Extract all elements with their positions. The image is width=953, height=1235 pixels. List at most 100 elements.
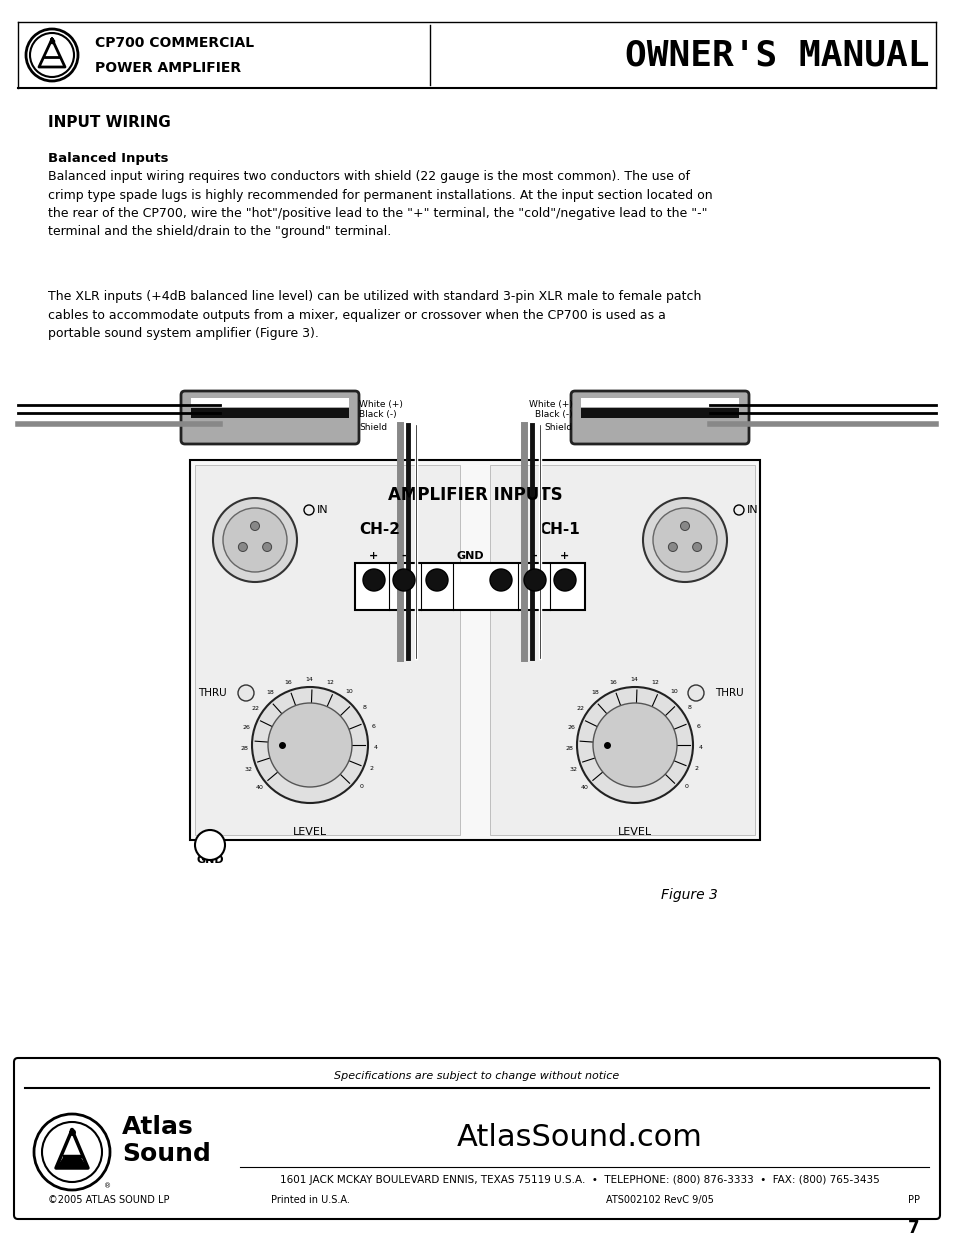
Polygon shape xyxy=(56,1156,88,1168)
Circle shape xyxy=(554,569,576,592)
Text: 10: 10 xyxy=(345,689,353,694)
Text: 28: 28 xyxy=(564,746,573,751)
Text: PP: PP xyxy=(907,1195,919,1205)
Text: 12: 12 xyxy=(326,679,334,684)
Circle shape xyxy=(251,521,259,531)
Text: 0: 0 xyxy=(683,784,687,789)
Text: GND: GND xyxy=(196,855,224,864)
Circle shape xyxy=(26,28,78,82)
Circle shape xyxy=(213,498,296,582)
Text: 8: 8 xyxy=(686,705,690,710)
Text: 12: 12 xyxy=(651,679,659,684)
Bar xyxy=(194,466,459,835)
Text: 6: 6 xyxy=(696,724,700,729)
Text: IN: IN xyxy=(316,505,328,515)
Bar xyxy=(580,408,739,417)
FancyBboxPatch shape xyxy=(14,1058,939,1219)
Circle shape xyxy=(687,685,703,701)
Circle shape xyxy=(223,508,287,572)
Text: 16: 16 xyxy=(609,680,617,685)
Circle shape xyxy=(262,542,272,552)
Text: 16: 16 xyxy=(284,680,292,685)
Circle shape xyxy=(490,569,512,592)
Text: 18: 18 xyxy=(266,690,274,695)
Bar xyxy=(191,398,349,408)
Circle shape xyxy=(194,830,225,860)
Text: Sound: Sound xyxy=(122,1142,211,1166)
Text: ATS002102 RevC 9/05: ATS002102 RevC 9/05 xyxy=(605,1195,713,1205)
Circle shape xyxy=(237,685,253,701)
Text: CH-1: CH-1 xyxy=(539,522,579,537)
Circle shape xyxy=(252,687,368,803)
Bar xyxy=(392,459,547,530)
Text: INPUT WIRING: INPUT WIRING xyxy=(48,115,171,130)
Text: GND: GND xyxy=(456,551,483,561)
Text: LEVEL: LEVEL xyxy=(618,827,652,837)
Circle shape xyxy=(393,569,415,592)
Circle shape xyxy=(692,542,700,552)
Text: 4: 4 xyxy=(699,745,702,750)
Bar xyxy=(580,398,739,408)
Circle shape xyxy=(679,521,689,531)
Text: 40: 40 xyxy=(579,785,588,790)
Circle shape xyxy=(426,569,448,592)
Text: AMPLIFIER INPUTS: AMPLIFIER INPUTS xyxy=(387,487,561,504)
Bar xyxy=(490,466,754,835)
Text: +: + xyxy=(369,551,378,561)
Bar xyxy=(355,563,584,610)
Text: 14: 14 xyxy=(630,677,638,682)
Text: THRU: THRU xyxy=(198,688,227,698)
Text: OWNER'S MANUAL: OWNER'S MANUAL xyxy=(625,38,929,72)
Circle shape xyxy=(668,542,677,552)
Text: 32: 32 xyxy=(569,767,577,772)
Text: 32: 32 xyxy=(244,767,253,772)
Text: 1601 JACK MCKAY BOULEVARD ENNIS, TEXAS 75119 U.S.A.  •  TELEPHONE: (800) 876-333: 1601 JACK MCKAY BOULEVARD ENNIS, TEXAS 7… xyxy=(280,1174,879,1186)
Text: THRU: THRU xyxy=(714,688,742,698)
Text: -: - xyxy=(401,551,406,561)
Circle shape xyxy=(34,1114,110,1191)
Text: 4: 4 xyxy=(374,745,377,750)
Text: 8: 8 xyxy=(362,705,366,710)
Circle shape xyxy=(642,498,726,582)
Text: 22: 22 xyxy=(576,705,583,710)
Circle shape xyxy=(30,33,74,77)
Text: 26: 26 xyxy=(567,725,575,730)
Circle shape xyxy=(268,703,352,787)
Text: 28: 28 xyxy=(240,746,248,751)
Text: 2: 2 xyxy=(370,766,374,771)
FancyBboxPatch shape xyxy=(571,391,748,445)
Text: Balanced input wiring requires two conductors with shield (22 gauge is the most : Balanced input wiring requires two condu… xyxy=(48,170,712,238)
Text: 7: 7 xyxy=(907,1219,919,1235)
Text: Figure 3: Figure 3 xyxy=(660,888,718,902)
Text: ©2005 ATLAS SOUND LP: ©2005 ATLAS SOUND LP xyxy=(48,1195,170,1205)
Text: 18: 18 xyxy=(590,690,598,695)
FancyBboxPatch shape xyxy=(181,391,358,445)
Circle shape xyxy=(363,569,385,592)
Text: 2: 2 xyxy=(694,766,699,771)
Text: Printed in U.S.A.: Printed in U.S.A. xyxy=(271,1195,349,1205)
Text: IN: IN xyxy=(746,505,758,515)
Text: +: + xyxy=(559,551,569,561)
Text: Black (-): Black (-) xyxy=(358,410,396,420)
Text: ®: ® xyxy=(104,1183,112,1189)
Bar xyxy=(190,459,760,840)
Circle shape xyxy=(523,569,545,592)
Text: The XLR inputs (+4dB balanced line level) can be utilized with standard 3-pin XL: The XLR inputs (+4dB balanced line level… xyxy=(48,290,700,340)
Text: 10: 10 xyxy=(670,689,678,694)
Text: 6: 6 xyxy=(371,724,375,729)
Text: Balanced Inputs: Balanced Inputs xyxy=(48,152,169,165)
Text: Atlas: Atlas xyxy=(122,1115,193,1139)
Circle shape xyxy=(577,687,692,803)
Text: 14: 14 xyxy=(305,677,313,682)
Bar xyxy=(191,408,349,417)
Text: Shield: Shield xyxy=(544,422,573,431)
Text: CP700 COMMERCIAL: CP700 COMMERCIAL xyxy=(95,36,253,49)
Text: LEVEL: LEVEL xyxy=(293,827,327,837)
Text: AtlasSound.com: AtlasSound.com xyxy=(456,1123,702,1151)
Text: White (+): White (+) xyxy=(529,399,573,409)
Text: White (+): White (+) xyxy=(358,399,402,409)
Text: 40: 40 xyxy=(255,785,263,790)
Text: Shield: Shield xyxy=(358,422,387,431)
Circle shape xyxy=(238,542,247,552)
Text: CH-2: CH-2 xyxy=(359,522,400,537)
